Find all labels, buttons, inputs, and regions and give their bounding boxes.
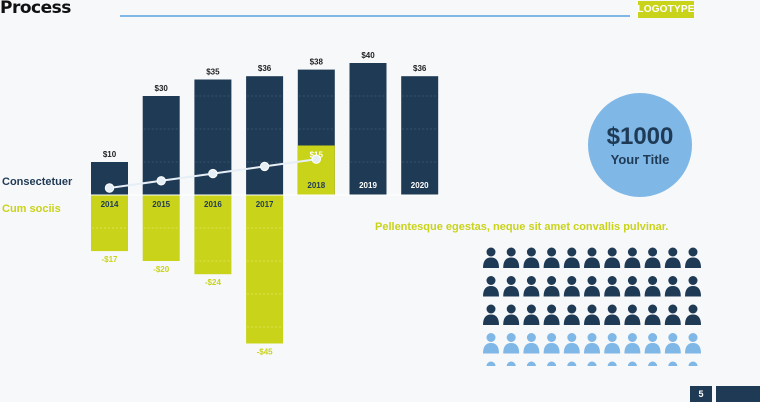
bar-negative-label: -$20 xyxy=(153,265,170,274)
person-icon xyxy=(624,304,641,325)
category-label: 2018 xyxy=(307,181,325,190)
trend-point xyxy=(156,176,166,186)
person-icon xyxy=(644,304,661,325)
person-icon xyxy=(547,361,557,366)
person-icon xyxy=(584,276,600,297)
bar-negative-label: -$17 xyxy=(101,255,118,264)
person-icon xyxy=(604,304,621,325)
callout-title: Your Title xyxy=(610,151,670,167)
page-title: Process xyxy=(0,0,71,18)
person-icon xyxy=(685,333,701,354)
person-icon xyxy=(604,333,621,354)
person-icon xyxy=(604,276,621,297)
tagline: Pellentesque egestas, neque sit amet con… xyxy=(375,221,669,233)
legend-label-dark: Consectetuer xyxy=(2,176,73,188)
person-icon xyxy=(624,333,641,354)
person-icon xyxy=(503,304,520,325)
person-icon xyxy=(563,304,580,325)
person-icon xyxy=(648,361,658,366)
person-icon xyxy=(526,361,536,366)
bar-value-label: $10 xyxy=(103,150,117,159)
callout-value: $1000 xyxy=(606,122,674,150)
person-icon xyxy=(685,247,701,268)
person-icon xyxy=(523,247,540,268)
footer-strip xyxy=(716,386,760,402)
bar-value-label: $36 xyxy=(258,64,272,73)
person-icon xyxy=(587,361,597,366)
person-icon xyxy=(483,247,499,268)
category-label: 2019 xyxy=(359,181,377,190)
person-icon xyxy=(604,247,621,268)
person-icon xyxy=(644,333,661,354)
person-icon xyxy=(503,247,520,268)
bar-value-label: $40 xyxy=(361,51,375,60)
person-icon xyxy=(644,276,661,297)
bar-value-label: $36 xyxy=(413,64,427,73)
person-icon xyxy=(664,304,681,325)
category-label: 2016 xyxy=(204,200,222,209)
person-icon xyxy=(543,333,560,354)
person-icon xyxy=(523,333,540,354)
trend-point xyxy=(104,183,115,193)
person-icon xyxy=(523,276,540,297)
person-icon xyxy=(503,333,520,354)
person-icon xyxy=(543,247,560,268)
bar-value-label: $38 xyxy=(310,58,324,67)
person-icon xyxy=(584,247,600,268)
person-icon xyxy=(664,247,681,268)
person-icon xyxy=(584,304,600,325)
person-icon xyxy=(644,247,661,268)
person-icon xyxy=(506,361,516,366)
category-label: 2014 xyxy=(101,200,119,209)
person-icon xyxy=(543,276,560,297)
person-icon xyxy=(483,304,499,325)
trend-point xyxy=(259,161,270,172)
bar-yellow xyxy=(246,195,284,344)
person-icon xyxy=(688,361,698,366)
bar-dark xyxy=(401,76,439,195)
person-icon xyxy=(563,247,580,268)
person-icon xyxy=(668,361,678,366)
person-icon xyxy=(483,333,499,354)
person-icon xyxy=(503,276,520,297)
person-icon xyxy=(563,333,580,354)
category-label: 2017 xyxy=(256,200,274,209)
trend-point xyxy=(208,168,218,179)
legend-label-yellow: Cum sociis xyxy=(2,203,61,215)
person-icon xyxy=(607,361,617,366)
person-icon xyxy=(624,247,641,268)
header-divider xyxy=(120,15,630,17)
person-icon xyxy=(685,304,701,325)
person-icon xyxy=(685,276,701,297)
category-label: 2015 xyxy=(152,200,170,209)
bar-value-label: $30 xyxy=(155,84,169,93)
bar-negative-label: -$45 xyxy=(257,348,274,357)
page-number: 5 xyxy=(690,386,712,402)
callout-circle: $1000 Your Title xyxy=(588,93,692,197)
person-icon xyxy=(624,276,641,297)
person-icon xyxy=(563,276,580,297)
logo: LOGOTYPE xyxy=(637,1,694,18)
person-icon xyxy=(543,304,560,325)
person-icon xyxy=(567,361,577,366)
bar-yellow xyxy=(91,195,128,252)
person-icon xyxy=(523,304,540,325)
person-icon xyxy=(486,361,496,366)
category-label: 2020 xyxy=(411,181,429,190)
trend-point xyxy=(311,154,321,164)
person-icon xyxy=(664,333,681,354)
bar-yellow xyxy=(297,145,335,195)
person-icon xyxy=(584,333,600,354)
person-icon xyxy=(627,361,637,366)
bar-negative-label: -$24 xyxy=(205,278,222,287)
bar-value-label: $35 xyxy=(206,68,220,77)
bar-dark xyxy=(246,76,284,195)
person-icon xyxy=(664,276,681,297)
people-grid xyxy=(483,247,701,366)
person-icon xyxy=(483,276,499,297)
